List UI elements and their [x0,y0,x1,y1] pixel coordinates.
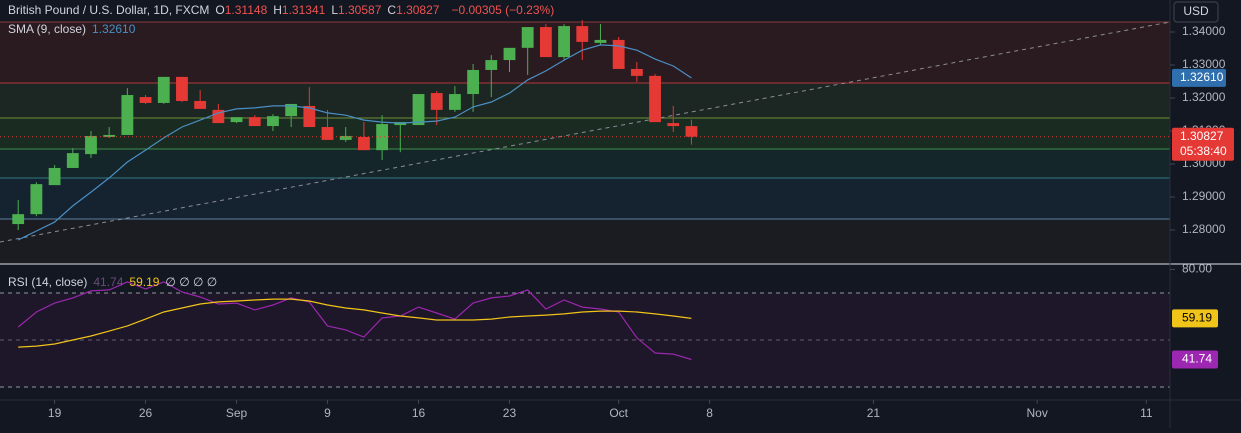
ohlc-key: L [331,3,338,17]
candle-body [157,76,170,103]
rsi-ma-value: 59.19 [129,275,160,289]
ohlc-value: 1.30587 [338,3,382,17]
candle-body [321,127,334,140]
price-tag-label: 1.30827 [1180,129,1224,143]
x-tick-label: Oct [609,406,628,420]
countdown: 05:38:40 [1180,144,1227,158]
x-tick-label: 16 [412,406,426,420]
x-tick-label: Sep [226,406,248,420]
candle-body [12,214,25,225]
sma-line [17,44,692,241]
rsi-value: 41.74 [93,275,124,289]
candle-body [48,167,61,186]
candle-body [103,134,116,137]
rsi-line [18,298,692,348]
candle-body [630,68,643,76]
value-tag-label: 41.74 [1182,352,1212,366]
candle-body [649,75,661,123]
ohlc-key: C [387,3,397,17]
candle-body [412,94,425,126]
x-tick-label: 9 [324,406,331,420]
header-row: British Pound / U.S. Dollar, 1D, FXCM O1.… [8,3,560,17]
sma-tag [1172,68,1226,87]
x-tick-label: 11 [1140,406,1153,420]
candle-body [66,153,79,168]
candle-body [285,103,298,117]
candle-body [558,26,570,58]
y-tick-label: 1.33000 [1182,57,1226,71]
value-tag [1172,350,1218,369]
candle-body [139,97,152,103]
x-tick-label: Nov [1026,406,1047,420]
x-tick-label: 23 [503,406,517,420]
candle-body [448,94,461,110]
candle-body [667,123,680,127]
ohlc-key: H [273,3,282,17]
candle-body [467,69,480,95]
candle-body [176,76,188,101]
candle-body [248,117,261,127]
candle-body [430,93,443,110]
candle-body [612,39,625,69]
y-tick-label: 1.34000 [1182,24,1226,38]
change: −0.00305 (−0.23%) [451,3,555,17]
currency-box[interactable] [1173,1,1219,23]
ohlc-value: 1.31148 [224,3,268,17]
rsi-name: RSI (14, close) [8,275,88,289]
x-tick-label: 19 [48,406,62,420]
candle-body [212,109,225,124]
candle-body [485,60,498,70]
rsi-legend: RSI (14, close) 41.74 59.19 ∅ ∅ ∅ ∅ [8,275,223,289]
candle-body [521,27,534,48]
x-tick-label: 21 [867,406,881,420]
symbol-title: British Pound / U.S. Dollar, 1D, FXCM [8,3,210,17]
price-tag [1172,127,1234,161]
value-tag-label: 59.19 [1182,311,1212,325]
candle-body [267,116,279,127]
candle-body [121,95,134,135]
ohlc-value: 1.30827 [396,3,440,17]
sma-name: SMA (9, close) [8,22,87,36]
currency[interactable]: USD [1183,4,1209,18]
sma-value: 1.32610 [92,22,136,36]
candle-body [85,135,97,155]
candle-body [303,105,316,128]
value-tag [1172,309,1218,328]
candle-body [685,126,698,137]
y-tick-label: 1.32000 [1182,90,1226,104]
ohlc-value: 1.31341 [281,3,326,17]
y-tick-label: 80.00 [1182,262,1212,276]
candle-body [339,135,352,140]
ohlc-key: O [215,3,225,17]
rsi-extra: ∅ ∅ ∅ ∅ [165,275,218,289]
candle-body [358,136,370,151]
candle-body [230,117,243,123]
x-tick-label: 26 [139,406,153,420]
ohlc: O1.31148 H1.31341 L1.30587 C1.30827 [215,3,445,17]
x-tick-label: 8 [706,406,713,420]
candle-body [594,39,607,43]
y-tick-label: 1.29000 [1182,189,1226,203]
candle-body [30,184,43,215]
candle-body [503,47,516,61]
y-tick-label: 1.28000 [1182,222,1226,236]
candle-body [539,27,552,58]
candle-body [576,26,589,42]
candle-body [376,124,389,151]
rsi-line [17,281,692,361]
candle-body [194,100,207,109]
sma-tag-label: 1.32610 [1180,70,1224,84]
sma-legend: SMA (9, close) 1.32610 [8,22,141,36]
